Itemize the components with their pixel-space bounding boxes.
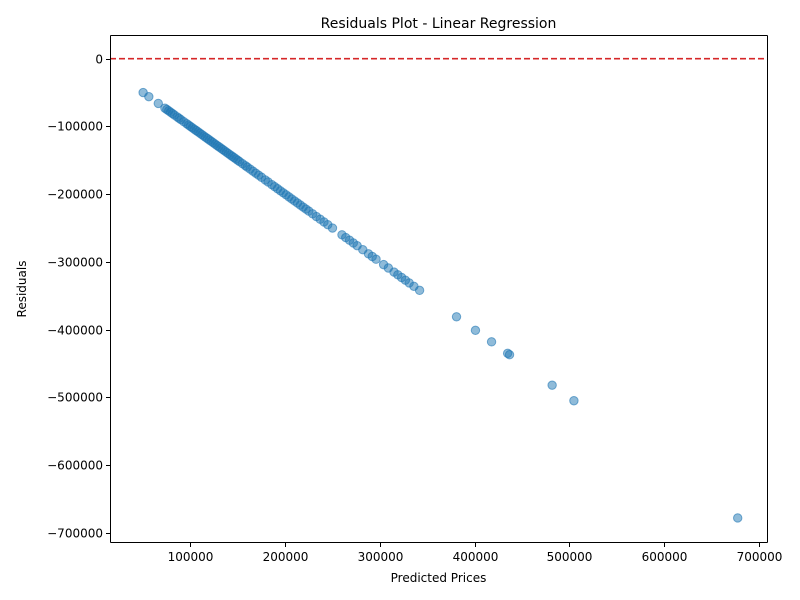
scatter-point [569, 396, 579, 406]
scatter-point [547, 380, 557, 390]
y-tick-label: −100000 [47, 120, 103, 134]
y-tick-label: −200000 [47, 188, 103, 202]
y-tick-label: −300000 [47, 256, 103, 270]
y-axis-label: Residuals [15, 261, 29, 318]
axes-frame [110, 35, 768, 543]
x-axis-label: Predicted Prices [391, 571, 487, 585]
chart-title: Residuals Plot - Linear Regression [321, 16, 557, 32]
x-tick-label: 300000 [358, 550, 404, 564]
scatter-point [153, 98, 163, 109]
y-axis-ticks: 0 −100000 −200000 −300000 −400000 −500000 −600… [47, 53, 110, 541]
y-tick-label: −400000 [47, 324, 103, 338]
plot-area [110, 35, 768, 543]
y-tick-label: −600000 [47, 459, 103, 473]
x-tick-label: 600000 [642, 550, 688, 564]
scatter-point [470, 325, 481, 336]
scatter-point [451, 312, 462, 322]
scatter-point [371, 254, 381, 264]
y-tick-label: −500000 [47, 391, 103, 405]
y-tick-label: −700000 [47, 527, 103, 541]
scatter-points [138, 87, 743, 523]
x-tick-label: 200000 [263, 550, 309, 564]
x-tick-label: 700000 [737, 550, 783, 564]
scatter-point [504, 350, 515, 360]
y-tick-label: 0 [95, 53, 103, 67]
scatter-point [144, 91, 154, 102]
x-axis-ticks: 100000 200000 300000 400000 500000 600000 7000… [168, 543, 783, 564]
scatter-point [327, 223, 338, 233]
x-tick-label: 500000 [547, 550, 593, 564]
scatter-point [486, 337, 497, 347]
scatter-point [733, 513, 743, 523]
scatter-point [414, 285, 425, 296]
x-tick-label: 400000 [453, 550, 499, 564]
x-tick-label: 100000 [168, 550, 214, 564]
